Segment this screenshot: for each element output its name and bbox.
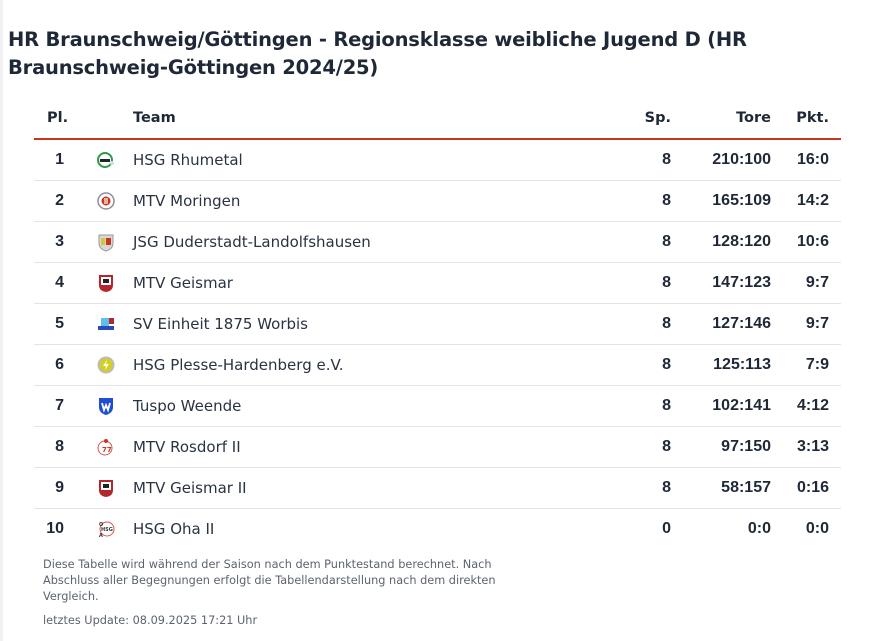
last-updated: letztes Update: 08.09.2025 17:21 Uhr: [43, 614, 258, 627]
team-name[interactable]: HSG Oha II: [133, 520, 215, 538]
table-note: Diese Tabelle wird während der Saison na…: [43, 558, 496, 603]
points: 14:2: [773, 180, 841, 222]
games: 8: [601, 385, 681, 427]
header-points: Pkt.: [773, 97, 841, 140]
jsg-duderstadt-logo-icon: [96, 232, 116, 252]
goals: 125:113: [681, 344, 773, 386]
games: 8: [601, 221, 681, 263]
table-row[interactable]: 10 O HSG A HSG Oha II 0 0:0 0:0: [34, 509, 841, 550]
team-name[interactable]: MTV Moringen: [133, 180, 601, 222]
games: 8: [601, 139, 681, 181]
place: 3: [34, 221, 78, 263]
place: 1: [34, 139, 78, 181]
goals: 102:141: [681, 385, 773, 427]
left-edge-strip: [0, 0, 3, 641]
place: 10: [46, 520, 64, 537]
points: 7:9: [773, 344, 841, 386]
points: 0:16: [773, 467, 841, 509]
games: 0: [662, 520, 671, 537]
sv-einheit-worbis-logo-icon: [96, 314, 116, 334]
table-row[interactable]: 7 Tuspo Weende 8 102:141 4:12: [34, 385, 841, 427]
table-header-row: Pl. Team Sp. Tore Pkt.: [34, 97, 841, 140]
table-row[interactable]: 3 JSG Duderstadt-Landolfshausen 8 128:12…: [34, 221, 841, 263]
table-row[interactable]: 8 77 MTV Rosdorf II 8 97:150 3:13: [34, 426, 841, 468]
svg-text:HSG: HSG: [101, 527, 113, 533]
goals: 127:146: [681, 303, 773, 345]
team-name[interactable]: HSG Plesse-Hardenberg e.V.: [133, 344, 601, 386]
place: 8: [34, 426, 78, 468]
hsg-oha-logo-icon: O HSG A: [96, 519, 116, 539]
table-row[interactable]: 1 HSG Rhumetal 8 210:100 16:0: [34, 139, 841, 181]
games: 8: [601, 426, 681, 468]
points: 9:7: [773, 262, 841, 304]
games: 8: [601, 262, 681, 304]
svg-text:A: A: [99, 533, 103, 539]
goals: 97:150: [681, 426, 773, 468]
header-place: Pl.: [34, 97, 78, 140]
points: 16:0: [773, 139, 841, 181]
header-games: Sp.: [601, 97, 681, 140]
games: 8: [601, 180, 681, 222]
table-row[interactable]: 6 HSG Plesse-Hardenberg e.V. 8 125:113 7…: [34, 344, 841, 386]
games: 8: [601, 344, 681, 386]
points: 10:6: [773, 221, 841, 263]
place: 9: [34, 467, 78, 509]
hsg-plesse-hardenberg-logo-icon: [96, 355, 116, 375]
mtv-moringen-logo-icon: [96, 191, 116, 211]
team-name[interactable]: JSG Duderstadt-Landolfshausen: [133, 221, 601, 263]
team-name[interactable]: HSG Rhumetal: [133, 139, 601, 181]
mtv-geismar-logo-icon: [96, 478, 116, 498]
svg-text:77: 77: [102, 446, 112, 454]
points: 3:13: [773, 426, 841, 468]
points: 9:7: [773, 303, 841, 345]
team-name[interactable]: SV Einheit 1875 Worbis: [133, 303, 601, 345]
table-row[interactable]: 4 MTV Geismar 8 147:123 9:7: [34, 262, 841, 304]
place: 4: [34, 262, 78, 304]
goals: 147:123: [681, 262, 773, 304]
table-row[interactable]: 2 MTV Moringen 8 165:109 14:2: [34, 180, 841, 222]
team-name[interactable]: Tuspo Weende: [133, 385, 601, 427]
header-team: Team: [133, 97, 601, 140]
table-row[interactable]: 5 SV Einheit 1875 Worbis 8 127:146 9:7: [34, 303, 841, 345]
games: 8: [601, 467, 681, 509]
team-name[interactable]: MTV Geismar: [133, 262, 601, 304]
team-name[interactable]: MTV Geismar II: [133, 467, 601, 509]
standings-table: Pl. Team Sp. Tore Pkt. 1 HSG Rhumetal 8 …: [34, 97, 841, 549]
place: 2: [34, 180, 78, 222]
page-title: HR Braunschweig/Göttingen - Regionsklass…: [8, 28, 747, 79]
place: 6: [34, 344, 78, 386]
mtv-rosdorf-logo-icon: 77: [96, 437, 116, 457]
points: 0:0: [805, 520, 829, 537]
mtv-geismar-logo-icon: [96, 273, 116, 293]
goals: 210:100: [681, 139, 773, 181]
goals: 0:0: [747, 520, 771, 537]
svg-text:O: O: [99, 522, 103, 528]
tuspo-weende-logo-icon: [96, 396, 116, 416]
goals: 128:120: [681, 221, 773, 263]
goals: 165:109: [681, 180, 773, 222]
header-goals: Tore: [681, 97, 773, 140]
hsg-rhumetal-logo-icon: [96, 150, 116, 170]
team-name[interactable]: MTV Rosdorf II: [133, 426, 601, 468]
table-row[interactable]: 9 MTV Geismar II 8 58:157 0:16: [34, 467, 841, 509]
place: 7: [34, 385, 78, 427]
games: 8: [601, 303, 681, 345]
points: 4:12: [773, 385, 841, 427]
goals: 58:157: [681, 467, 773, 509]
place: 5: [34, 303, 78, 345]
header-logo: [78, 97, 133, 140]
